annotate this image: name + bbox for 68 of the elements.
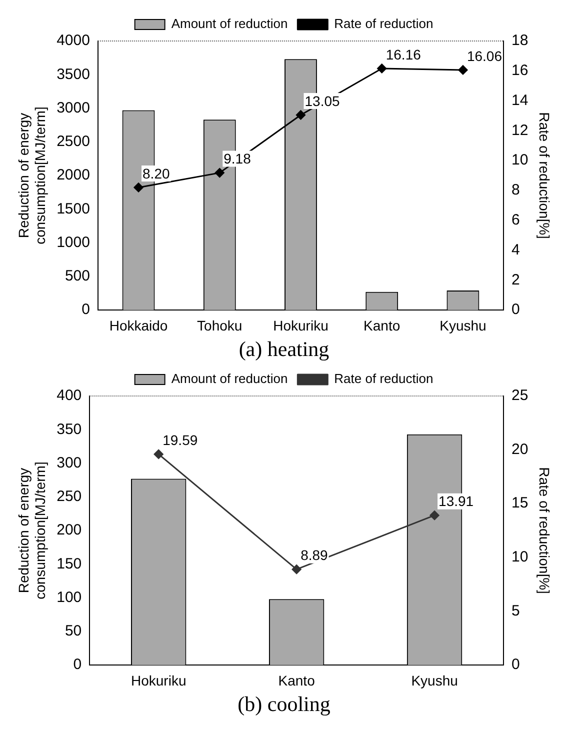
y2-axis-title: Rate of reduction[%] (536, 112, 553, 239)
y-tick-label: 0 (82, 301, 90, 318)
data-label: 8.89 (300, 547, 328, 564)
x-tick-label: Kyushu (411, 672, 458, 688)
y2-tick-label: 25 (512, 387, 528, 404)
legend-label: Amount of reduction (171, 371, 288, 386)
y-tick-label: 150 (56, 555, 82, 572)
y2-tick-label: 15 (512, 494, 528, 512)
y-tick-label: 300 (56, 454, 82, 472)
legend-label: Rate of reduction (334, 371, 434, 386)
y-tick-label: 350 (56, 420, 82, 438)
y-tick-label: 2500 (56, 133, 90, 150)
data-label: 9.18 (224, 150, 252, 167)
x-tick-label: Hokuriku (130, 672, 186, 688)
legend-label: Rate of reduction (334, 16, 434, 32)
y2-tick-label: 12 (512, 122, 528, 139)
data-label: 13.05 (304, 92, 340, 109)
x-tick-label: Hokuriku (273, 317, 328, 334)
text: (a) heating (238, 336, 330, 361)
point (154, 449, 164, 459)
point (430, 510, 440, 520)
y2-tick-label: 4 (512, 241, 520, 258)
y2-tick-label: 8 (512, 182, 520, 199)
legend-label: Amount of reduction (171, 16, 288, 32)
data-label: 13.91 (438, 493, 474, 510)
x-tick-label: Kyushu (440, 317, 486, 334)
y-tick-label: 200 (56, 522, 82, 539)
data-label: 8.20 (142, 165, 170, 182)
y2-tick-label: 2 (512, 271, 520, 288)
x-tick-label: Kanto (364, 317, 400, 334)
y2-tick-label: 10 (512, 152, 528, 169)
point (134, 182, 144, 192)
y-tick-label: 0 (73, 656, 82, 674)
y-tick-label: 100 (56, 588, 82, 606)
y2-axis-title: Rate of reduction[%] (536, 467, 553, 594)
x-tick-label: Kanto (278, 672, 316, 688)
y-tick-label: 3000 (56, 99, 90, 116)
y2-tick-label: 0 (512, 656, 520, 674)
y2-tick-label: 5 (512, 602, 520, 620)
y2-tick-label: 0 (512, 301, 520, 318)
data-label: 16.16 (386, 46, 422, 62)
y-tick-label: 2000 (56, 166, 90, 184)
y2-tick-label: 20 (512, 440, 528, 458)
y-axis-title: Reduction of energy consumption[MJ/term] (15, 106, 48, 244)
y-tick-label: 1500 (56, 200, 90, 218)
x-tick-label: Tohoku (197, 317, 242, 334)
point (214, 168, 224, 178)
data-label: 16.06 (466, 48, 502, 64)
point (458, 65, 468, 75)
y-tick-label: 4000 (56, 32, 90, 50)
point (377, 64, 387, 74)
point (292, 564, 302, 574)
text: (b) cooling (238, 692, 331, 716)
y-tick-label: 500 (64, 268, 90, 285)
y2-tick-label: 14 (512, 92, 528, 109)
y-axis-title: Reduction of energy consumption[MJ/term] (15, 462, 48, 600)
y-tick-label: 50 (64, 622, 82, 640)
y-tick-label: 250 (56, 488, 82, 506)
y2-tick-label: 6 (512, 211, 520, 228)
point (296, 110, 306, 120)
y-tick-label: 1000 (56, 234, 90, 251)
y2-tick-label: 16 (512, 62, 528, 80)
x-tick-label: Hokkaido (109, 317, 168, 334)
y-tick-label: 3500 (56, 66, 90, 83)
data-label: 19.59 (162, 432, 198, 448)
y-tick-label: 400 (56, 387, 82, 404)
y2-tick-label: 10 (512, 548, 528, 566)
y2-tick-label: 18 (512, 32, 528, 50)
